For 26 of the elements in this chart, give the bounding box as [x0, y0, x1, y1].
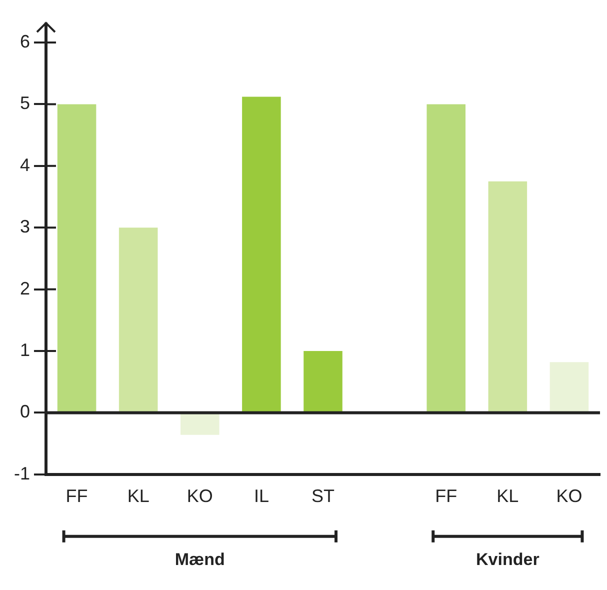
y-tick-label: -1	[14, 463, 30, 484]
x-tick-label: KL	[127, 486, 150, 506]
x-tick-label: KO	[186, 486, 213, 506]
text: Kvinder	[476, 550, 540, 570]
y-tick-label: 3	[20, 216, 30, 237]
bar	[550, 362, 589, 412]
bar	[57, 104, 96, 412]
x-tick-label: ST	[311, 486, 335, 506]
y-tick-label: 4	[20, 154, 30, 175]
text: Mænd	[174, 550, 225, 570]
x-tick-label: IL	[254, 486, 269, 506]
bar	[118, 228, 158, 412]
y-tick-label: 1	[20, 340, 30, 360]
x-tick-label: FF	[435, 486, 458, 506]
y-tick-label: 0	[20, 402, 30, 422]
y-tick-label: 5	[20, 93, 30, 114]
x-tick-label: FF	[66, 486, 88, 506]
x-tick-label: KL	[496, 486, 519, 506]
bar	[488, 181, 528, 412]
y-tick-label: 2	[20, 278, 30, 298]
x-tick-label: KO	[556, 486, 582, 506]
bar	[426, 104, 466, 412]
bar	[304, 351, 342, 412]
bar	[180, 414, 220, 435]
y-tick-label: 6	[20, 31, 30, 52]
bar	[242, 96, 281, 412]
